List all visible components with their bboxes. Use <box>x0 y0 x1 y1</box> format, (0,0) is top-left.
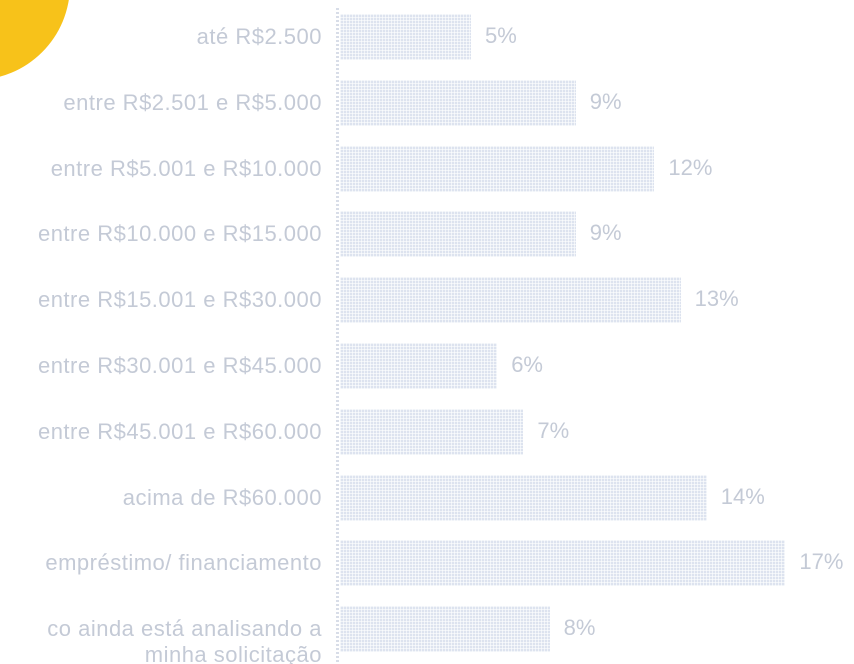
value-label: 5% <box>485 23 517 48</box>
value-label: 8% <box>563 615 596 641</box>
value-label: 13% <box>694 286 739 312</box>
decoration <box>0 0 70 80</box>
bar <box>340 408 524 455</box>
category-label: entre R$45.001 e R$60.000 <box>37 418 322 444</box>
value-label: 9% <box>589 88 622 114</box>
category-label: até R$2.500 <box>196 24 322 49</box>
category-label: acima de R$60.000 <box>122 484 322 510</box>
bar <box>340 474 707 521</box>
category-label: entre R$5.001 e R$10.000 <box>50 155 322 181</box>
category-label: entre R$15.001 e R$30.000 <box>37 287 322 313</box>
bar <box>340 343 498 389</box>
bar <box>340 145 655 192</box>
value-label: 12% <box>668 154 713 180</box>
axis-line <box>336 8 339 664</box>
value-label: 9% <box>589 220 622 246</box>
category-label: empréstimo/ financiamento <box>45 550 322 576</box>
value-label: 14% <box>720 483 765 509</box>
bar <box>340 79 576 126</box>
category-label: entre R$10.000 e R$15.000 <box>37 221 322 247</box>
bar <box>340 540 786 587</box>
category-label: entre R$30.001 e R$45.000 <box>37 353 322 378</box>
category-label: co ainda está analisando a minha solicit… <box>47 616 322 664</box>
value-label: 7% <box>537 417 570 443</box>
bar <box>340 211 576 258</box>
bar <box>340 606 550 653</box>
value-label: 17% <box>799 549 844 575</box>
value-label: 6% <box>511 352 543 377</box>
category-label: entre R$2.501 e R$5.000 <box>63 89 322 115</box>
bar <box>340 277 681 324</box>
bar <box>340 14 471 60</box>
